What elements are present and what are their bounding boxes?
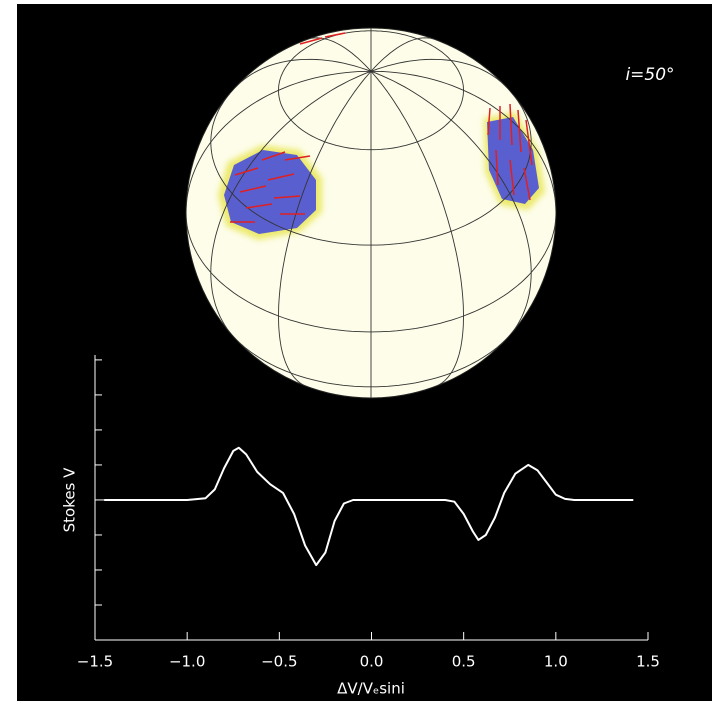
x-tick-label: 1.5 <box>636 653 660 671</box>
x-tick-label: −1.5 <box>77 653 113 671</box>
x-tick-label: 1.0 <box>544 653 568 671</box>
annotation: i=50° <box>625 65 674 85</box>
x-tick-label: 0.0 <box>360 653 384 671</box>
y-axis-label: Stokes V <box>61 467 79 533</box>
x-tick-label: −1.0 <box>169 653 205 671</box>
chart: i=50° ΔV/Vₑsini Stokes V −1.5 −1.0 −0.5 0.0… <box>0 0 728 711</box>
x-axis-label: ΔV/Vₑsini <box>337 680 405 698</box>
x-tick-label: −0.5 <box>261 653 297 671</box>
x-tick-label: 0.5 <box>452 653 476 671</box>
